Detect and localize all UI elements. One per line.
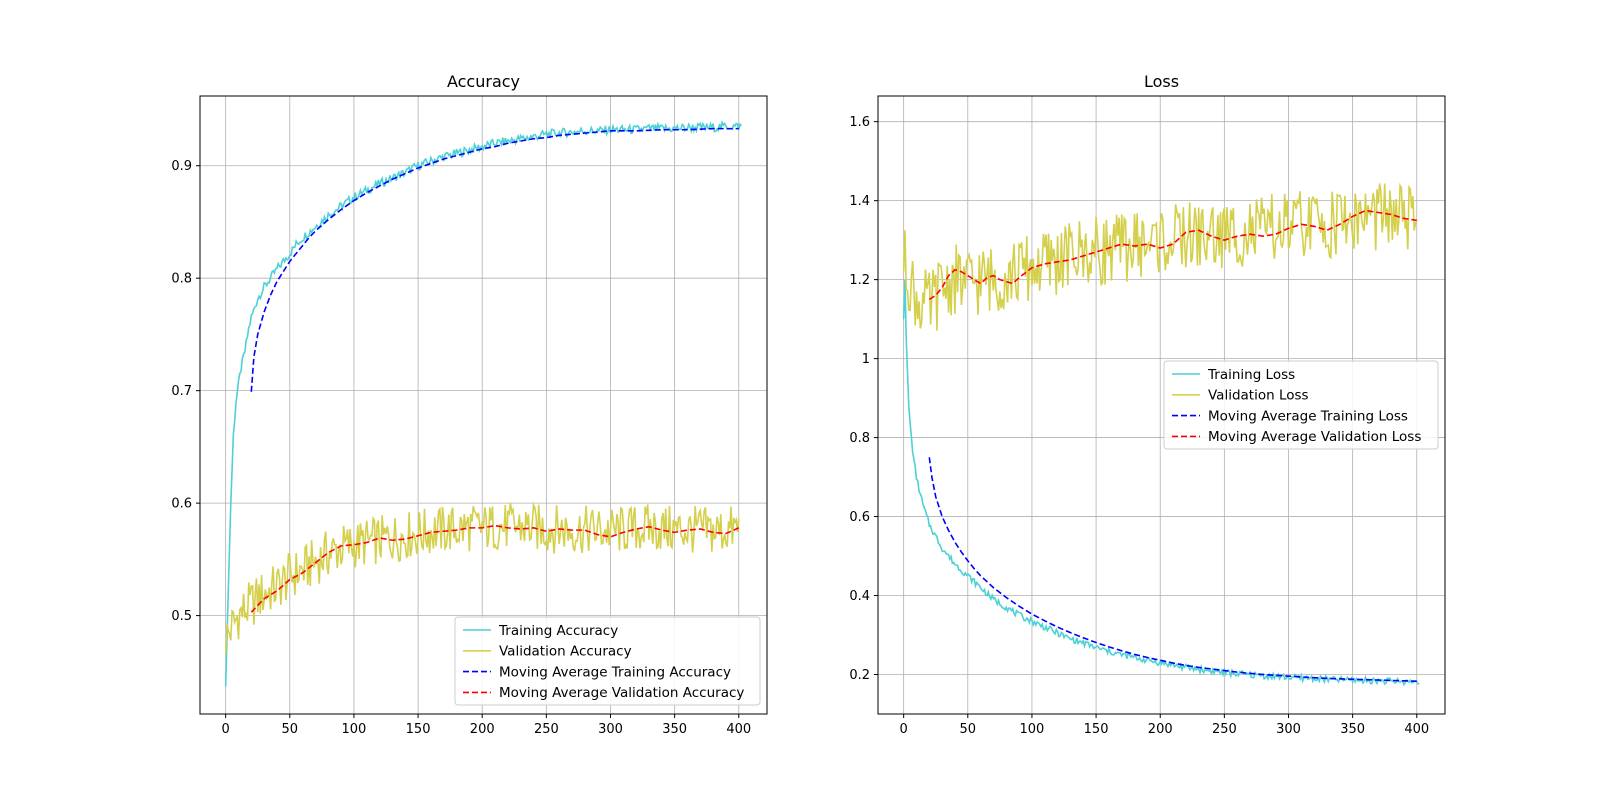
accuracy-chart: Accuracy 0 50 100 150 200 250 300 350 400 0.5 0.6… [171, 72, 768, 737]
accuracy-series [224, 119, 742, 687]
accuracy-grid [200, 96, 767, 714]
y-tick-label: 0.6 [849, 510, 870, 525]
loss-chart: Loss 0 50 100 150 200 250 300 350 400 0.20.40.60… [849, 72, 1446, 737]
x-tick-label: 100 [1020, 722, 1045, 737]
series-line-moving-average-training-loss [928, 457, 1417, 683]
legend-box [454, 616, 761, 706]
y-tick-label: 0.8 [849, 431, 870, 446]
y-tick-label: 1.4 [849, 194, 870, 209]
y-tick-label: 0.5 [171, 609, 192, 624]
accuracy-y-ticks: 0.5 0.6 0.7 0.8 0.9 [171, 159, 200, 624]
loss-y-ticks: 0.2 0.4 0.6 0.8 1 1.2 1.4 1.6 [849, 115, 878, 683]
x-tick-label: 300 [1276, 722, 1301, 737]
series-line-moving-average-training-accuracy [250, 127, 739, 392]
x-tick-label: 200 [1148, 722, 1173, 737]
series-line-validation-accuracy [224, 501, 740, 654]
accuracy-x-ticks: 0 50 100 150 200 250 300 350 400 [222, 714, 751, 737]
series-line-validation-loss [902, 182, 1418, 331]
x-tick-label: 350 [1340, 722, 1365, 737]
y-tick-label: 0.9 [171, 159, 192, 174]
legend-label: Validation Loss [1208, 388, 1309, 404]
x-tick-label: 150 [406, 722, 431, 737]
loss-chart-title: Loss [1144, 72, 1179, 91]
x-tick-label: 400 [1404, 722, 1429, 737]
x-tick-label: 400 [726, 722, 751, 737]
legend-label: Moving Average Training Loss [1208, 408, 1408, 424]
x-tick-label: 0 [900, 722, 908, 737]
loss-x-ticks: 0 50 100 150 200 250 300 350 400 [900, 714, 1429, 737]
legend-label: Moving Average Validation Accuracy [499, 685, 744, 701]
accuracy-chart-title: Accuracy [447, 72, 520, 91]
x-tick-label: 50 [282, 722, 299, 737]
loss-legend: Training Loss Validation Loss Moving Avera… [1163, 360, 1439, 450]
y-tick-label: 1.2 [849, 273, 870, 288]
loss-grid [878, 96, 1445, 714]
y-tick-label: 0.2 [849, 668, 870, 683]
y-tick-label: 1 [862, 352, 870, 367]
x-tick-label: 100 [342, 722, 367, 737]
x-tick-label: 250 [1212, 722, 1237, 737]
x-tick-label: 150 [1084, 722, 1109, 737]
y-tick-label: 0.4 [849, 589, 870, 604]
loss-series [902, 182, 1420, 687]
legend-box [1163, 360, 1439, 450]
x-tick-label: 250 [534, 722, 559, 737]
y-tick-label: 0.8 [171, 272, 192, 287]
legend-label: Moving Average Validation Loss [1208, 429, 1421, 445]
x-tick-label: 300 [598, 722, 623, 737]
series-line-training-loss [902, 279, 1420, 687]
accuracy-plot-frame [199, 95, 768, 715]
legend-label: Validation Accuracy [499, 644, 632, 660]
x-tick-label: 50 [960, 722, 977, 737]
accuracy-legend: Training Accuracy Validation Accuracy Movi… [454, 616, 761, 706]
legend-label: Training Accuracy [498, 623, 618, 639]
y-tick-label: 1.6 [849, 115, 870, 130]
legend-label: Moving Average Training Accuracy [499, 664, 731, 680]
x-tick-label: 0 [222, 722, 230, 737]
x-tick-label: 200 [470, 722, 495, 737]
y-tick-label: 0.7 [171, 384, 192, 399]
loss-plot-frame [877, 95, 1446, 715]
series-line-moving-average-validation-accuracy [250, 524, 740, 613]
legend-label: Training Loss [1207, 367, 1295, 383]
series-line-training-accuracy [224, 119, 742, 687]
y-tick-label: 0.6 [171, 497, 192, 512]
x-tick-label: 350 [662, 722, 687, 737]
series-line-moving-average-validation-loss [928, 209, 1417, 301]
